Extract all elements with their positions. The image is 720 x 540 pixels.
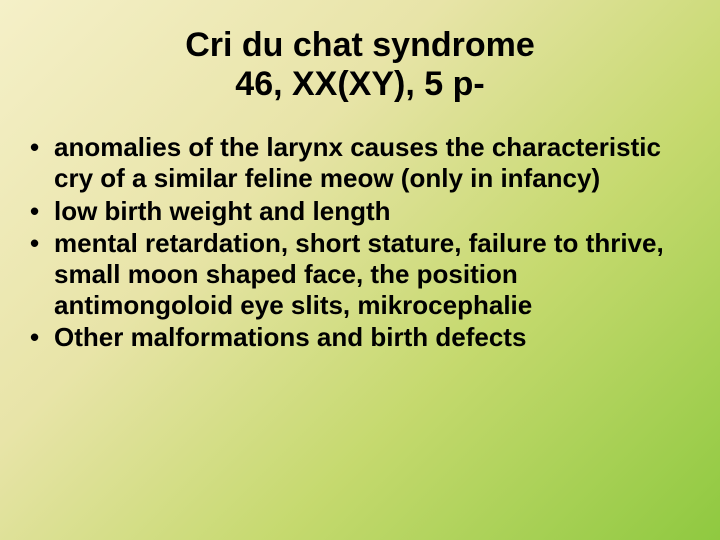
bullet-text: mental retardation, short stature, failu…	[54, 228, 664, 319]
title-line-1: Cri du chat syndrome	[185, 26, 535, 64]
title-line-2: 46, XX(XY), 5 p-	[235, 65, 484, 103]
bullet-list: anomalies of the larynx causes the chara…	[24, 132, 696, 353]
bullet-item: low birth weight and length	[24, 196, 696, 227]
slide-title: Cri du chat syndrome 46, XX(XY), 5 p-	[24, 26, 696, 104]
bullet-text: Other malformations and birth defects	[54, 322, 526, 352]
bullet-item: anomalies of the larynx causes the chara…	[24, 132, 696, 193]
bullet-item: Other malformations and birth defects	[24, 322, 696, 353]
bullet-text: anomalies of the larynx causes the chara…	[54, 132, 661, 193]
bullet-item: mental retardation, short stature, failu…	[24, 228, 696, 320]
slide-container: Cri du chat syndrome 46, XX(XY), 5 p- an…	[0, 0, 720, 540]
bullet-text: low birth weight and length	[54, 196, 391, 226]
